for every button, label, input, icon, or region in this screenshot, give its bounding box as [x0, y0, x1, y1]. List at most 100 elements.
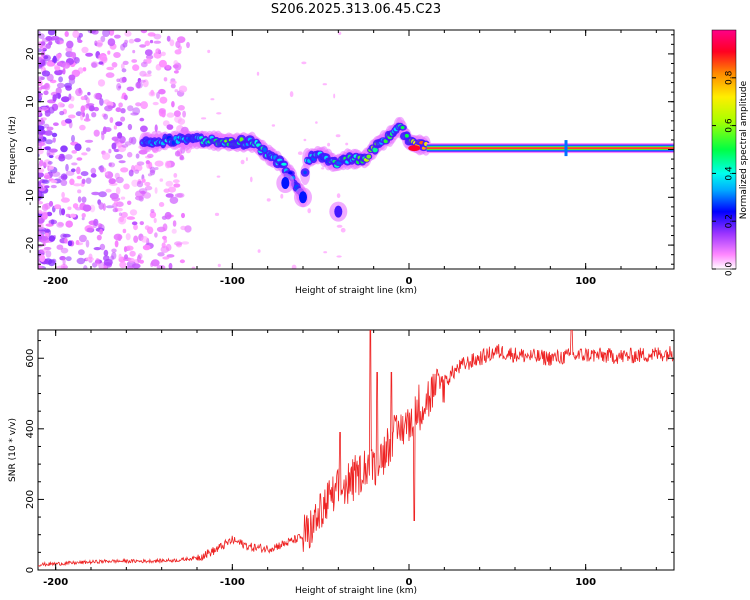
noise-speck: [61, 62, 71, 69]
noise-speck: [172, 179, 180, 184]
noise-speck: [85, 147, 91, 152]
noise-speck: [48, 200, 54, 207]
noise-speck: [127, 105, 134, 112]
noise-speck: [69, 213, 77, 218]
colorbar-tick-label: 0.2: [725, 214, 735, 228]
colorbar-tick-label: 0.8: [725, 70, 735, 85]
noise-speck: [150, 259, 160, 267]
noise-speck: [118, 253, 122, 260]
noise-speck: [97, 53, 107, 62]
noise-speck: [124, 30, 132, 37]
noise-speck: [240, 159, 245, 165]
noise-speck: [44, 185, 50, 189]
noise-speck: [157, 252, 165, 257]
ridge-blob: [334, 205, 343, 218]
noise-speck: [93, 218, 99, 227]
noise-speck: [71, 150, 77, 154]
noise-speck: [301, 61, 307, 65]
noise-speck: [139, 117, 145, 122]
noise-speck: [48, 154, 54, 159]
noise-speck: [111, 197, 121, 202]
spectrogram-x-label: Height of straight line (km): [295, 286, 417, 296]
noise-speck: [48, 165, 55, 170]
noise-speck: [114, 240, 119, 248]
noise-speck: [80, 112, 84, 121]
spectrogram-image: [38, 30, 674, 269]
noise-speck: [51, 258, 57, 264]
noise-speck: [111, 142, 117, 150]
noise-speck: [38, 62, 43, 69]
noise-speck: [162, 223, 168, 232]
noise-speck: [105, 205, 114, 209]
noise-speck: [103, 249, 109, 257]
noise-speck: [118, 102, 123, 108]
noise-speck: [39, 235, 49, 241]
noise-speck: [144, 40, 151, 47]
noise-speck: [125, 245, 134, 251]
noise-speck: [54, 204, 62, 210]
noise-speck: [38, 191, 42, 198]
noise-speck: [108, 178, 116, 185]
noise-speck: [114, 34, 121, 39]
x-tick-label: -100: [220, 276, 245, 287]
noise-speck: [71, 162, 78, 166]
noise-speck: [181, 241, 190, 245]
noise-speck: [99, 165, 105, 173]
noise-speck: [80, 171, 89, 177]
noise-speck: [106, 66, 115, 71]
noise-speck: [40, 117, 47, 121]
noise-speck: [138, 188, 148, 194]
noise-speck: [78, 234, 87, 243]
noise-speck: [159, 178, 164, 182]
noise-speck: [82, 67, 87, 72]
noise-speck: [163, 238, 168, 243]
noise-speck: [128, 137, 134, 144]
noise-speck: [67, 206, 72, 211]
noise-speck: [129, 250, 136, 257]
noise-speck: [44, 130, 53, 136]
noise-speck: [45, 139, 53, 145]
noise-speck: [60, 247, 69, 254]
noise-speck: [153, 33, 162, 40]
noise-speck: [130, 112, 139, 116]
noise-speck: [201, 117, 207, 120]
noise-speck: [81, 217, 85, 221]
noise-speck: [129, 209, 138, 216]
noise-speck: [46, 61, 55, 67]
noise-speck: [81, 178, 86, 184]
noise-speck: [60, 197, 70, 203]
noise-speck: [160, 51, 166, 57]
noise-speck: [76, 257, 86, 265]
snr-y-label: SNR (10 * v/v): [8, 418, 18, 482]
noise-speck: [38, 57, 44, 64]
noise-speck: [141, 178, 146, 183]
noise-speck: [61, 96, 70, 103]
noise-speck: [54, 66, 61, 71]
y-tick-label: 0: [25, 567, 36, 573]
noise-speck: [81, 152, 88, 156]
noise-speck: [127, 151, 133, 158]
noise-speck: [175, 40, 181, 49]
ridge-core: [404, 133, 409, 138]
noise-speck: [173, 70, 179, 74]
noise-speck: [103, 258, 113, 266]
noise-speck: [180, 225, 187, 231]
noise-speck: [69, 51, 76, 58]
noise-speck: [173, 183, 181, 188]
colorbar-tick-label: 0.6: [725, 118, 735, 133]
noise-speck: [257, 249, 261, 253]
snr-frame: [37, 329, 675, 571]
ridge-core: [400, 126, 405, 130]
y-tick-label: 600: [25, 349, 36, 368]
noise-speck: [135, 102, 142, 107]
noise-speck: [51, 171, 61, 177]
noise-speck: [145, 58, 152, 64]
noise-speck: [127, 200, 132, 205]
noise-speck: [323, 251, 328, 254]
noise-speck: [57, 102, 64, 108]
noise-speck: [62, 233, 71, 238]
noise-speck: [98, 191, 107, 198]
noise-speck: [154, 232, 158, 238]
noise-speck: [165, 64, 171, 70]
noise-speck: [60, 145, 68, 153]
